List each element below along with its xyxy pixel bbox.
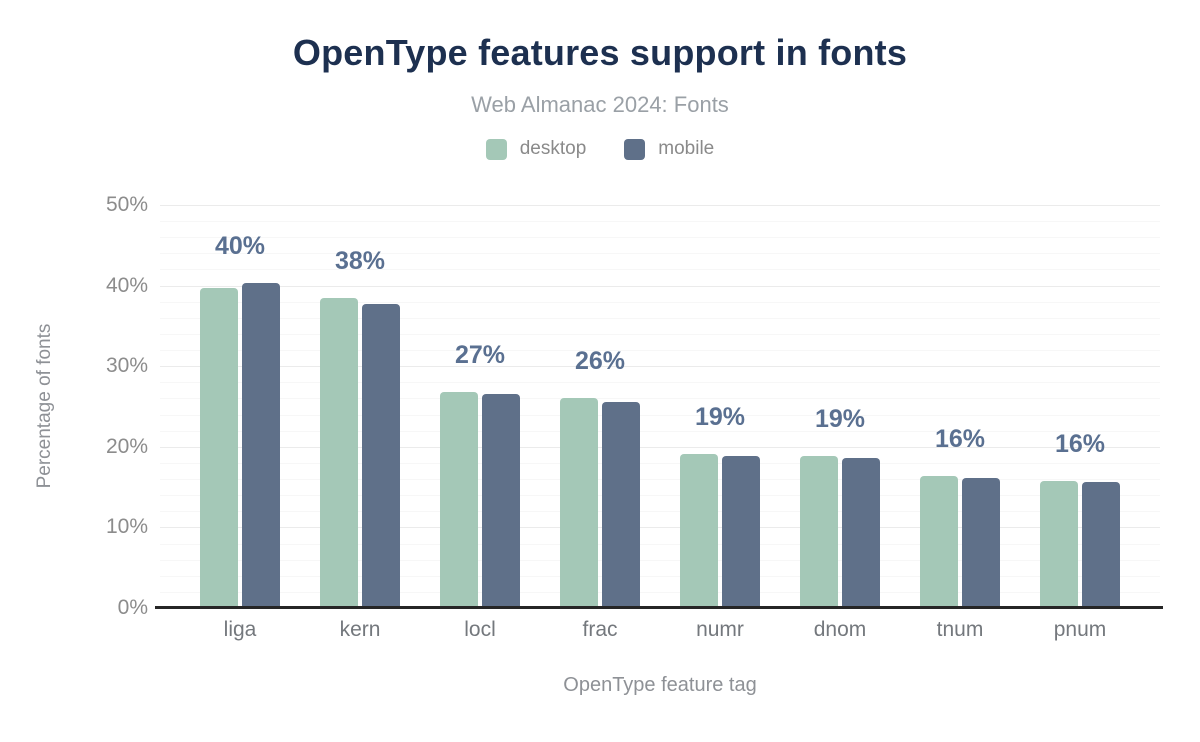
y-tick-label: 50% [105, 193, 148, 216]
x-tick-label-tnum: tnum [936, 618, 984, 641]
x-tick-label-dnom: dnom [813, 618, 867, 641]
gridline-minor [160, 333, 1160, 335]
gridline-minor [160, 543, 1160, 545]
gridline-minor [160, 398, 1160, 400]
bar-group-kern: 38% [300, 205, 420, 608]
gridline-major [160, 285, 1160, 287]
bar-desktop-tnum [920, 475, 958, 608]
gridline-minor [160, 350, 1160, 352]
bar-mobile-pnum [1082, 482, 1120, 608]
gridline-minor [160, 511, 1160, 513]
gridline-minor [160, 430, 1160, 432]
gridline-minor [160, 575, 1160, 577]
legend-swatch-desktop [485, 138, 507, 160]
gridline-minor [160, 414, 1160, 416]
chart-subtitle: Web Almanac 2024: Fonts [471, 92, 729, 117]
gridline-major [160, 527, 1160, 529]
bar-desktop-kern [320, 297, 358, 608]
x-axis-line [155, 606, 1163, 609]
bar-value-label-locl: 27% [454, 341, 506, 369]
bar-desktop-liga [200, 288, 238, 608]
chart-title: OpenType features support in fonts [292, 32, 908, 73]
bar-value-label-liga: 40% [214, 232, 266, 261]
bar-group-locl: 27% [420, 205, 540, 608]
bar-group-liga: 40% [180, 205, 300, 608]
x-tick-label-locl: locl [464, 618, 496, 641]
gridline-major [160, 446, 1160, 448]
gridline-minor [160, 237, 1160, 239]
x-tick-label-kern: kern [339, 618, 381, 641]
gridline-major [160, 205, 1160, 206]
legend: desktop mobile [0, 138, 1200, 160]
bar-mobile-locl [482, 394, 520, 608]
bar-group-pnum: 16% [1020, 205, 1140, 608]
legend-swatch-mobile [624, 138, 646, 160]
gridline-minor [160, 382, 1160, 384]
y-tick-label: 40% [105, 273, 148, 297]
bar-group-numr: 19% [660, 205, 780, 608]
bar-mobile-frac [602, 402, 640, 608]
gridline-minor [160, 479, 1160, 481]
x-tick-label-numr: numr [696, 618, 744, 641]
gridline-minor [160, 495, 1160, 497]
bar-group-frac: 26% [540, 205, 660, 608]
bar-mobile-kern [362, 304, 400, 608]
bar-mobile-liga [242, 283, 280, 608]
bar-value-label-frac: 26% [574, 347, 626, 376]
bar-group-dnom: 19% [780, 205, 900, 608]
gridline-minor [160, 269, 1160, 271]
y-tick-label: 10% [105, 515, 148, 539]
gridline-minor [160, 462, 1160, 464]
gridline-minor [160, 253, 1160, 255]
bar-mobile-tnum [962, 478, 1000, 608]
y-tick-label: 0% [117, 596, 148, 619]
bar-desktop-locl [440, 392, 478, 608]
bar-desktop-frac [560, 398, 598, 608]
gridline-minor [160, 591, 1160, 593]
bar-desktop-pnum [1040, 480, 1078, 608]
bar-desktop-numr [680, 454, 718, 608]
bar-value-label-pnum: 16% [1054, 429, 1106, 458]
plot-area: 40% 38% 27% 26% 19% 19% 16% 16% [160, 205, 1160, 608]
bar-value-label-dnom: 19% [814, 404, 866, 433]
bar-group-tnum: 16% [900, 205, 1020, 608]
bar-mobile-dnom [842, 458, 880, 608]
x-tick-label-pnum: pnum [1053, 618, 1107, 641]
legend-item-desktop[interactable]: desktop [485, 138, 587, 160]
bar-value-label-numr: 19% [694, 403, 746, 432]
x-axis-title: OpenType feature tag [563, 674, 757, 696]
legend-item-mobile[interactable]: mobile [624, 138, 714, 160]
x-tick-label-frac: frac [582, 618, 618, 641]
gridline-major [160, 366, 1160, 368]
x-tick-label-liga: liga [223, 618, 257, 641]
y-tick-label: 20% [105, 434, 148, 458]
legend-label: desktop [519, 138, 587, 159]
gridline-minor [160, 559, 1160, 561]
y-tick-label: 30% [105, 354, 148, 378]
bar-value-label-tnum: 16% [934, 424, 986, 453]
bar-value-label-kern: 38% [334, 246, 386, 275]
gridline-minor [160, 301, 1160, 303]
bar-desktop-dnom [800, 455, 838, 608]
y-axis-title: Percentage of fonts [34, 323, 55, 489]
gridline-minor [160, 221, 1160, 223]
bar-mobile-numr [722, 456, 760, 608]
gridline-minor [160, 317, 1160, 319]
legend-label: mobile [658, 138, 715, 159]
